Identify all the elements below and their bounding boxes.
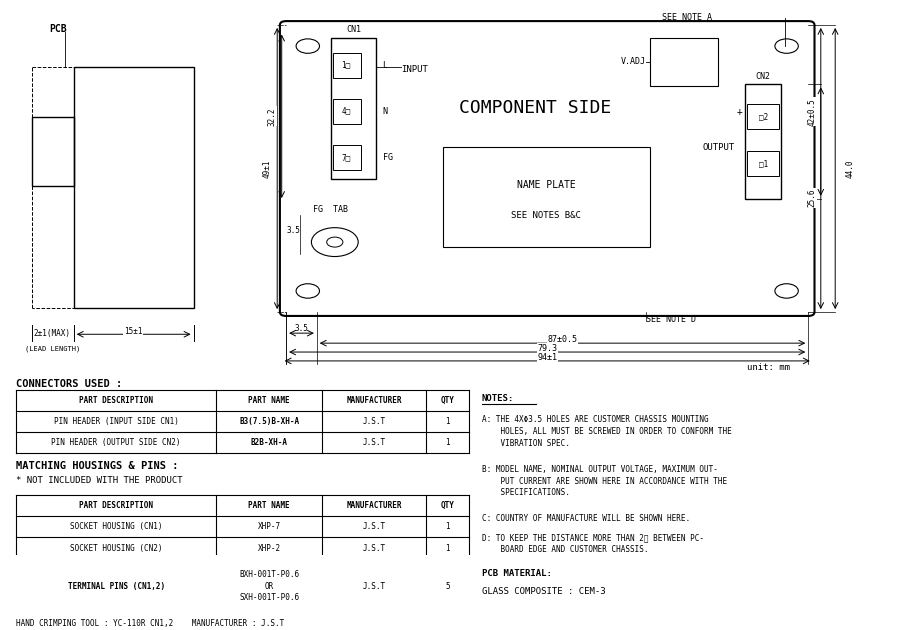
- Bar: [333, 99, 361, 124]
- Text: 1: 1: [445, 544, 450, 553]
- Text: PART NAME: PART NAME: [248, 501, 290, 510]
- Circle shape: [775, 39, 798, 54]
- Text: L: L: [382, 60, 388, 70]
- Text: QTY: QTY: [440, 501, 454, 510]
- Text: HAND CRIMPING TOOL : YC-110R CN1,2    MANUFACTURER : J.S.T: HAND CRIMPING TOOL : YC-110R CN1,2 MANUF…: [16, 619, 284, 628]
- Bar: [747, 151, 779, 176]
- Text: B3(7.5)B-XH-A: B3(7.5)B-XH-A: [239, 417, 299, 426]
- Text: MANUFACTURER: MANUFACTURER: [346, 501, 401, 510]
- Text: FG: FG: [382, 154, 392, 163]
- Text: 7□: 7□: [341, 154, 351, 163]
- Text: N: N: [382, 107, 388, 116]
- Bar: [650, 38, 718, 86]
- Circle shape: [311, 227, 358, 256]
- Text: COMPONENT SIDE: COMPONENT SIDE: [459, 100, 612, 117]
- Text: (LEAD LENGTH): (LEAD LENGTH): [24, 345, 80, 352]
- Text: PIN HEADER (OUTPUT SIDE CN2): PIN HEADER (OUTPUT SIDE CN2): [51, 438, 181, 447]
- Text: MANUFACTURER: MANUFACTURER: [346, 396, 401, 405]
- Text: CN2: CN2: [756, 72, 770, 81]
- Text: 49±1: 49±1: [263, 159, 272, 178]
- Text: CN1: CN1: [346, 25, 361, 35]
- Text: INPUT: INPUT: [401, 65, 428, 74]
- Text: PART DESCRIPTION: PART DESCRIPTION: [79, 396, 153, 405]
- Text: BXH-001T-P0.6
OR
SXH-001T-P0.6: BXH-001T-P0.6 OR SXH-001T-P0.6: [239, 570, 299, 602]
- Text: □1: □1: [759, 159, 768, 168]
- Text: unit: mm: unit: mm: [747, 363, 790, 372]
- Bar: [745, 84, 781, 199]
- Text: 2±1(MAX): 2±1(MAX): [33, 329, 71, 338]
- Text: 32.2: 32.2: [267, 107, 276, 125]
- Text: 87±0.5: 87±0.5: [547, 335, 578, 344]
- Text: B2B-XH-A: B2B-XH-A: [250, 438, 288, 447]
- Text: 5: 5: [445, 581, 450, 590]
- Text: J.S.T: J.S.T: [363, 522, 385, 532]
- Text: V.ADJ: V.ADJ: [621, 57, 646, 66]
- Circle shape: [296, 39, 320, 54]
- Text: PART NAME: PART NAME: [248, 396, 290, 405]
- Text: J.S.T: J.S.T: [363, 581, 385, 590]
- Text: SOCKET HOUSING (CN1): SOCKET HOUSING (CN1): [70, 522, 162, 532]
- Text: NOTES:: NOTES:: [482, 394, 514, 403]
- Text: 1: 1: [445, 417, 450, 426]
- Text: SEE NOTES B&C: SEE NOTES B&C: [511, 210, 581, 220]
- Text: XHP-7: XHP-7: [257, 522, 281, 532]
- Text: J.S.T: J.S.T: [363, 544, 385, 553]
- Text: TERMINAL PINS (CN1,2): TERMINAL PINS (CN1,2): [68, 581, 165, 590]
- Text: J.S.T: J.S.T: [363, 438, 385, 447]
- Text: +: +: [736, 107, 742, 117]
- Text: 15±1: 15±1: [124, 327, 142, 336]
- Text: 3.5: 3.5: [294, 324, 309, 333]
- Bar: [74, 67, 194, 308]
- Bar: [333, 146, 361, 171]
- Text: PART DESCRIPTION: PART DESCRIPTION: [79, 501, 153, 510]
- Text: SEE NOTE D: SEE NOTE D: [646, 316, 697, 324]
- Text: 79.3: 79.3: [537, 343, 557, 353]
- Text: C: COUNTRY OF MANUFACTURE WILL BE SHOWN HERE.: C: COUNTRY OF MANUFACTURE WILL BE SHOWN …: [482, 514, 689, 523]
- Bar: [443, 147, 650, 247]
- Text: * NOT INCLUDED WITH THE PRODUCT: * NOT INCLUDED WITH THE PRODUCT: [16, 476, 183, 485]
- Text: PCB: PCB: [50, 25, 68, 35]
- Text: NAME PLATE: NAME PLATE: [517, 180, 576, 190]
- Text: 94±1: 94±1: [537, 353, 557, 362]
- Text: SEE NOTE A: SEE NOTE A: [662, 13, 712, 22]
- Text: XHP-2: XHP-2: [257, 544, 281, 553]
- Bar: [333, 53, 361, 77]
- Text: MATCHING HOUSINGS & PINS :: MATCHING HOUSINGS & PINS :: [16, 461, 179, 471]
- Text: 25.6: 25.6: [807, 189, 816, 207]
- Text: OUTPUT: OUTPUT: [702, 142, 734, 152]
- Text: A: THE 4XΦ3.5 HOLES ARE CUSTOMER CHASSIS MOUNTING
    HOLES, ALL MUST BE SCREWED: A: THE 4XΦ3.5 HOLES ARE CUSTOMER CHASSIS…: [482, 415, 731, 448]
- Circle shape: [296, 284, 320, 298]
- Text: CONNECTORS USED :: CONNECTORS USED :: [16, 379, 122, 389]
- Text: GLASS COMPOSITE : CEM-3: GLASS COMPOSITE : CEM-3: [482, 587, 605, 596]
- Text: 44.0: 44.0: [846, 159, 855, 178]
- Bar: [747, 105, 779, 129]
- Bar: [32, 117, 74, 186]
- Text: QTY: QTY: [440, 396, 454, 405]
- Text: PCB MATERIAL:: PCB MATERIAL:: [482, 569, 552, 578]
- Text: SOCKET HOUSING (CN2): SOCKET HOUSING (CN2): [70, 544, 162, 553]
- Text: 1: 1: [445, 522, 450, 532]
- Text: PIN HEADER (INPUT SIDE CN1): PIN HEADER (INPUT SIDE CN1): [54, 417, 178, 426]
- Text: D: TO KEEP THE DISTANCE MORE THAN 2㎡ BETWEEN PC-
    BOARD EDGE AND CUSTOMER CHA: D: TO KEEP THE DISTANCE MORE THAN 2㎡ BET…: [482, 534, 704, 554]
- Circle shape: [327, 237, 343, 247]
- Text: 1: 1: [445, 438, 450, 447]
- Text: □2: □2: [759, 112, 768, 122]
- Text: J.S.T: J.S.T: [363, 417, 385, 426]
- Text: 42±0.5: 42±0.5: [807, 98, 816, 126]
- Text: 4□: 4□: [341, 107, 351, 116]
- Bar: [331, 38, 376, 179]
- Circle shape: [775, 284, 798, 298]
- Text: B: MODEL NAME, NOMINAL OUTPUT VOLTAGE, MAXIMUM OUT-
    PUT CURRENT ARE SHOWN HE: B: MODEL NAME, NOMINAL OUTPUT VOLTAGE, M…: [482, 465, 726, 497]
- Text: 1□: 1□: [341, 60, 351, 70]
- Text: FG  TAB: FG TAB: [313, 205, 348, 214]
- Text: 3.5: 3.5: [286, 226, 301, 235]
